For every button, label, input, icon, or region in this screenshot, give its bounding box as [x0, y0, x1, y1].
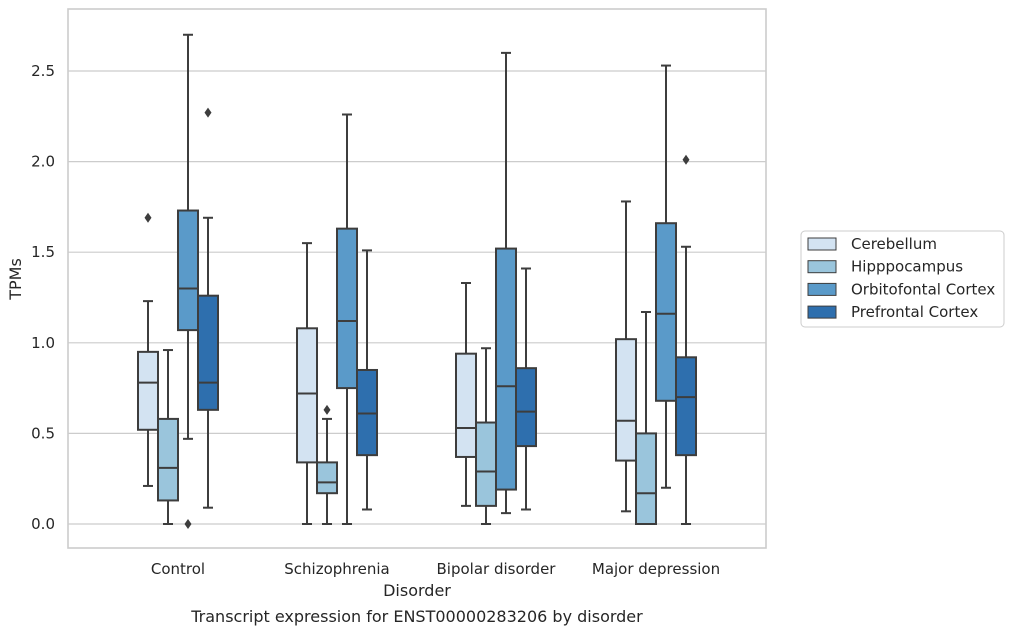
- x-tick-label: Control: [151, 560, 205, 578]
- box-iqr: [197, 294, 219, 411]
- y-tick-label: 1.5: [31, 243, 55, 261]
- legend-label: Prefrontal Cortex: [851, 303, 978, 321]
- outlier-marker: [144, 212, 152, 223]
- box-0-0: [137, 212, 159, 487]
- box-iqr: [615, 338, 637, 462]
- box-0-3: [615, 200, 637, 513]
- box-2-1: [336, 113, 358, 525]
- y-tick-label: 2.0: [31, 153, 55, 171]
- x-axis-title: Disorder: [383, 581, 451, 600]
- box-iqr: [157, 417, 179, 502]
- box-1-1: [316, 404, 338, 525]
- box-2-0: [177, 33, 199, 529]
- y-tick-label: 0.5: [31, 424, 55, 442]
- box-1-3: [635, 310, 657, 525]
- box-1-2: [475, 347, 497, 525]
- box-iqr: [655, 222, 677, 402]
- legend-frame: [800, 230, 1005, 328]
- box-iqr: [296, 327, 318, 464]
- box-iqr: [137, 350, 159, 431]
- box-iqr: [475, 421, 497, 507]
- box-3-2: [515, 267, 537, 511]
- box-iqr: [635, 432, 657, 525]
- box-iqr: [495, 247, 517, 491]
- x-tick-label: Bipolar disorder: [437, 560, 557, 578]
- legend-swatch: [807, 305, 837, 319]
- legend-swatch: [807, 260, 837, 274]
- outlier-marker: [204, 107, 212, 118]
- box-3-1: [356, 249, 378, 511]
- y-axis-title: TPMs: [6, 258, 25, 301]
- y-tick-label: 0.0: [31, 515, 55, 533]
- box-iqr: [455, 352, 477, 458]
- box-0-1: [296, 242, 318, 525]
- box-3-0: [197, 107, 219, 509]
- box-3-3: [675, 154, 697, 525]
- outlier-marker: [323, 404, 331, 415]
- figure-caption: Transcript expression for ENST0000028320…: [190, 607, 643, 626]
- box-iqr: [316, 461, 338, 495]
- y-tick-labels: 0.0 0.5 1.0 1.5 2.0 2.5: [31, 62, 55, 533]
- legend-label: Hipppocampus: [851, 258, 963, 276]
- box-series: [137, 33, 697, 529]
- outlier-marker: [682, 154, 690, 165]
- legend-label: Orbitofontal Cortex: [851, 280, 995, 298]
- legend-swatch: [807, 237, 837, 251]
- legend-swatch: [807, 282, 837, 296]
- plot-area-frame: [67, 8, 767, 549]
- x-tick-label: Major depression: [592, 560, 720, 578]
- x-tick-labels: Control Schizophrenia Bipolar disorder Majo…: [151, 560, 720, 578]
- box-2-3: [655, 64, 677, 489]
- legend: Cerebellum Hipppocampus Orbitofontal Corte…: [800, 230, 1005, 328]
- box-iqr: [336, 227, 358, 390]
- outlier-marker: [184, 519, 192, 529]
- legend-label: Cerebellum: [851, 235, 937, 253]
- box-iqr: [177, 209, 199, 332]
- box-iqr: [675, 356, 697, 457]
- y-tick-label: 2.5: [31, 62, 55, 80]
- box-iqr: [515, 367, 537, 448]
- box-0-2: [455, 282, 477, 507]
- x-tick-label: Schizophrenia: [284, 560, 389, 578]
- box-1-0: [157, 349, 179, 525]
- y-tick-label: 1.0: [31, 334, 55, 352]
